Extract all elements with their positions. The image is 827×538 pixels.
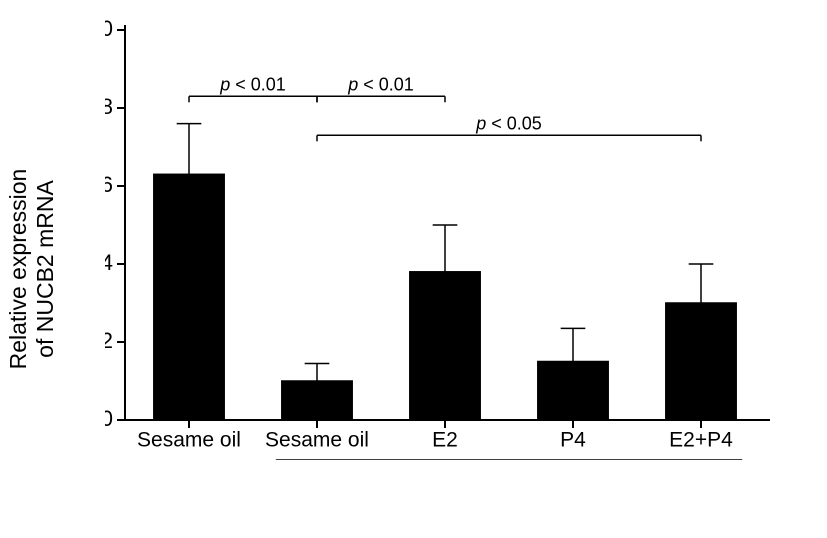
ylabel-line1: Relative expression bbox=[5, 169, 31, 370]
y-tick-label: 4 bbox=[105, 250, 113, 275]
bar bbox=[538, 362, 608, 421]
y-axis-label: Relative expression of NUCB2 mRNA bbox=[5, 169, 59, 370]
bar bbox=[410, 272, 480, 420]
y-tick-label: 0 bbox=[105, 406, 113, 431]
x-category-label: Sesame oil bbox=[137, 428, 241, 451]
y-tick-label: 6 bbox=[105, 172, 113, 197]
x-category-label: P4 bbox=[560, 428, 586, 451]
y-tick-label: 2 bbox=[105, 328, 113, 353]
bar bbox=[666, 303, 736, 420]
x-category-label: E2 bbox=[432, 428, 458, 451]
ylabel-line2: of NUCB2 mRNA bbox=[32, 180, 58, 358]
significance-label: p < 0.01 bbox=[347, 74, 414, 94]
significance-label: p < 0.05 bbox=[475, 113, 542, 133]
y-tick-label: 10 bbox=[105, 20, 113, 41]
chart-container: Relative expression of NUCB2 mRNA 0 2 4 6 8 1… bbox=[0, 0, 827, 538]
bar bbox=[154, 174, 224, 420]
x-category-label: E2+P4 bbox=[669, 428, 733, 451]
bar bbox=[282, 381, 352, 420]
x-category-label: Sesame oil bbox=[265, 428, 369, 451]
y-tick-label: 8 bbox=[105, 94, 113, 119]
significance-label: p < 0.01 bbox=[219, 74, 286, 94]
bar-chart: 0 2 4 6 8 10 Sesame oil Sesame oil E2 P4 E2+P4 p < … bbox=[105, 20, 785, 460]
